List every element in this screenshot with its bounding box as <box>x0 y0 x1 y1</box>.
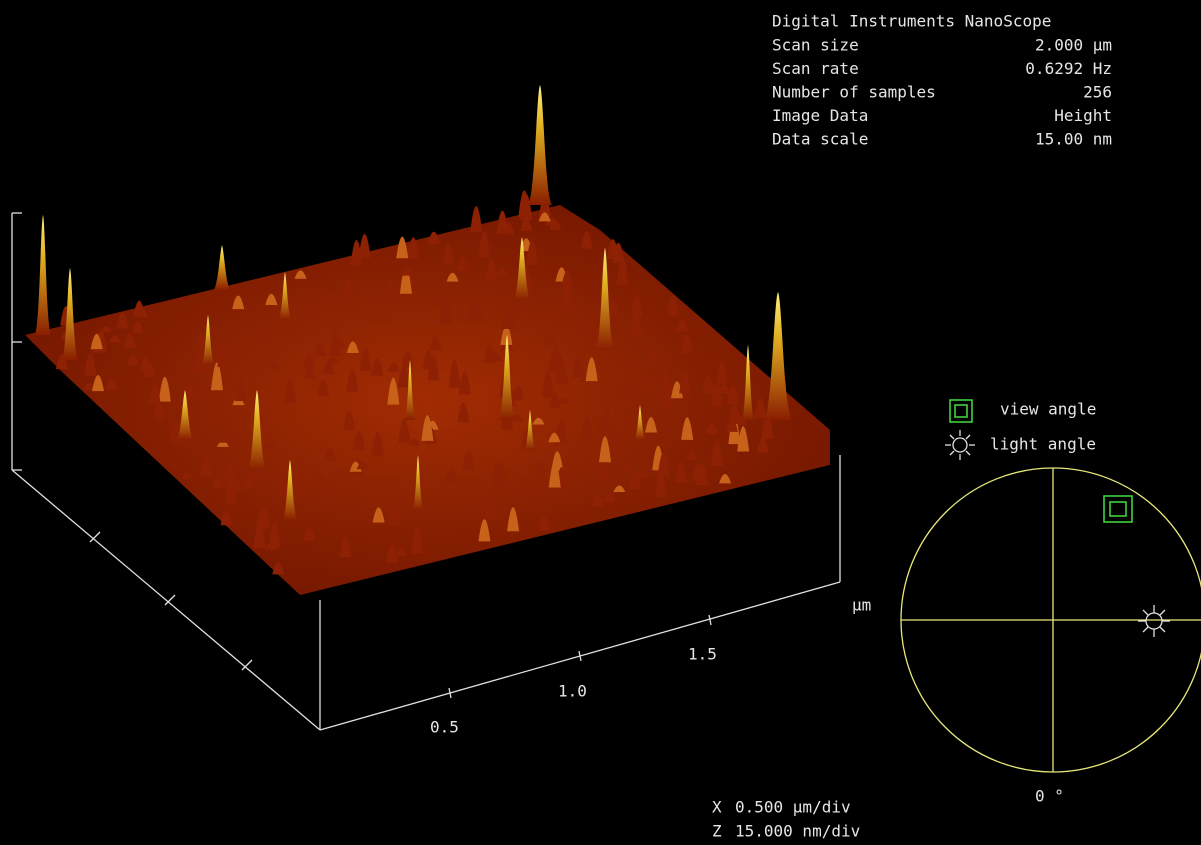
peak <box>528 85 552 205</box>
scale-axis: X <box>712 798 722 817</box>
view-marker <box>1104 496 1132 522</box>
info-value: 256 <box>1083 83 1112 102</box>
legend-label: view angle <box>1000 400 1096 419</box>
surface <box>25 85 830 595</box>
z-axis <box>12 213 22 470</box>
scale-value: 0.500 µm/div <box>735 798 851 817</box>
light-marker <box>1138 605 1170 637</box>
info-key: Scan rate <box>772 59 859 78</box>
info-key: Scan size <box>772 36 859 55</box>
angle-widget: view angle light angle 0 ° <box>901 400 1201 806</box>
view-icon <box>955 405 967 417</box>
nanoscope-view: 0.5 1.0 1.5 µm Digital Instruments NanoS… <box>0 0 1201 845</box>
bump <box>351 240 363 266</box>
light-icon <box>945 430 975 460</box>
info-value: 0.6292 Hz <box>1025 59 1112 78</box>
info-panel: Digital Instruments NanoScope Scan size 2… <box>772 12 1112 149</box>
rotation-label: 0 ° <box>1035 787 1064 806</box>
info-key: Image Data <box>772 106 868 125</box>
info-key: Data scale <box>772 130 868 149</box>
axis-tick-label: 1.5 <box>688 645 717 664</box>
surface-plate <box>25 205 830 595</box>
info-value: 15.00 nm <box>1035 130 1112 149</box>
legend-label: light angle <box>990 435 1096 454</box>
scale-value: 15.000 nm/div <box>735 822 860 841</box>
scale-info: X 0.500 µm/div Z 15.000 nm/div <box>712 798 860 841</box>
peak <box>214 245 230 290</box>
bump <box>470 206 482 232</box>
axis-tick-label: 0.5 <box>430 718 459 737</box>
view-marker <box>1110 502 1126 516</box>
peak <box>35 215 51 335</box>
info-title: Digital Instruments NanoScope <box>772 12 1051 31</box>
page: {"info": {"title": "Digital Instruments … <box>0 0 1201 845</box>
body: 0.5 1.0 1.5 µm Digital Instruments NanoS… <box>0 0 1201 845</box>
axis-unit: µm <box>852 596 871 615</box>
bump <box>428 232 440 245</box>
info-key: Number of samples <box>772 83 936 102</box>
view-icon <box>950 400 972 422</box>
info-value: Height <box>1054 106 1112 125</box>
bump <box>396 237 408 259</box>
axis-tick-label: 1.0 <box>558 682 587 701</box>
scale-axis: Z <box>712 822 722 841</box>
tick <box>709 615 711 625</box>
info-value: 2.000 µm <box>1035 36 1112 55</box>
